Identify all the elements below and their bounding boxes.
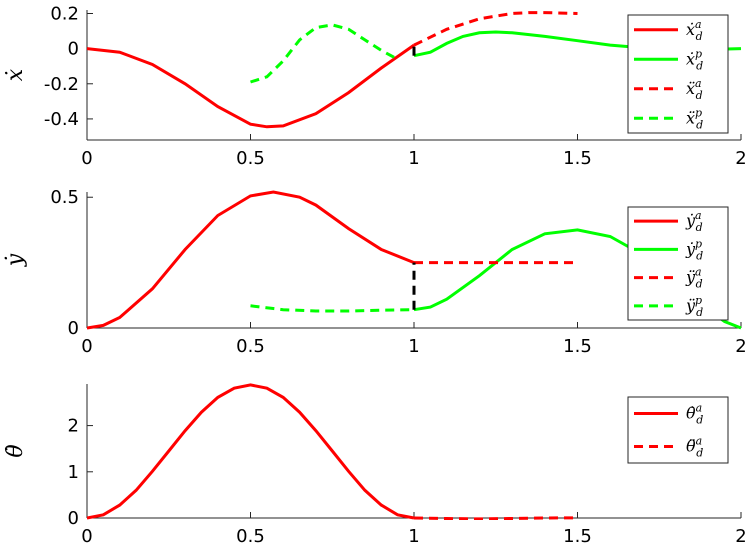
legend-label: ẏa d [685,209,703,234]
legend-label: ÿp d [685,294,703,319]
x-tick-label: 0.5 [236,336,265,357]
x-tick-label: 1.5 [563,336,592,357]
series-line-2 [413,516,578,520]
legend-label: ÿa d [685,266,703,291]
x-tick-label: 1 [408,148,419,169]
y-tick-label: -0.4 [44,109,79,130]
subplot-2: 0 0.5 1 1.5 2 0 0.5 ẏ ẏa d ẏp d ÿa d ÿp d [3,187,747,357]
legend-label: ẍa d [686,77,703,102]
y-axis-label: ẏ [3,253,28,267]
series-line-1 [87,383,415,520]
y-axis-label: θ̇ [3,444,28,457]
y-tick-label: -0.2 [44,74,79,95]
y-tick-label: 0 [68,508,79,529]
y-tick-label: 0.5 [50,187,79,208]
x-tick-label: 2 [735,526,746,547]
legend-label: ẍp d [686,106,703,131]
series-line-4 [250,23,399,84]
x-tick-label: 0.5 [236,526,265,547]
y-tick-label: 2 [68,416,79,437]
legend-label: ẏp d [685,237,703,262]
x-tick-label: 0 [81,526,92,547]
subplot-3: 0 0.5 1 1.5 2 0 1 2 θ̇ θ̇a d θ̈a d [3,383,747,547]
x-tick-label: 0 [81,148,92,169]
x-tick-label: 2 [735,336,746,357]
series-line-1 [87,43,415,129]
legend: θ̇a d θ̈a d [627,396,729,464]
subplot-1: 0 0.5 1 1.5 2 -0.4 -0.2 0 0.2 ẋ ẋa d ẋp d ẍa d ẍp d [3,4,747,169]
x-tick-label: 1.5 [563,148,592,169]
legend: ẏa d ẏp d ÿa d ÿp d [627,206,729,321]
x-tick-label: 1 [408,526,419,547]
legend-label: ẋa d [686,18,703,43]
legend-label: ẋp d [686,47,703,72]
legend: ẋa d ẋp d ẍa d ẍp d [627,14,729,134]
x-tick-label: 1.5 [563,526,592,547]
legend-box [627,14,729,134]
y-tick-label: 0 [68,318,79,339]
legend-label: θ̈a d [686,435,703,460]
y-tick-label: 0.2 [50,4,79,25]
y-tick-label: 0 [68,39,79,60]
x-tick-label: 0.5 [236,148,265,169]
x-tick-label: 2 [735,148,746,169]
legend-label: θ̇a d [686,402,703,427]
x-tick-label: 1 [408,336,419,357]
x-tick-label: 0 [81,336,92,357]
y-axis-label: ẋ [3,68,28,81]
series-line-1 [87,190,415,330]
legend-box [627,206,729,321]
series-line-4 [250,304,415,313]
legend-box [627,396,729,464]
y-tick-label: 1 [68,462,79,483]
series-line-3 [413,11,578,47]
